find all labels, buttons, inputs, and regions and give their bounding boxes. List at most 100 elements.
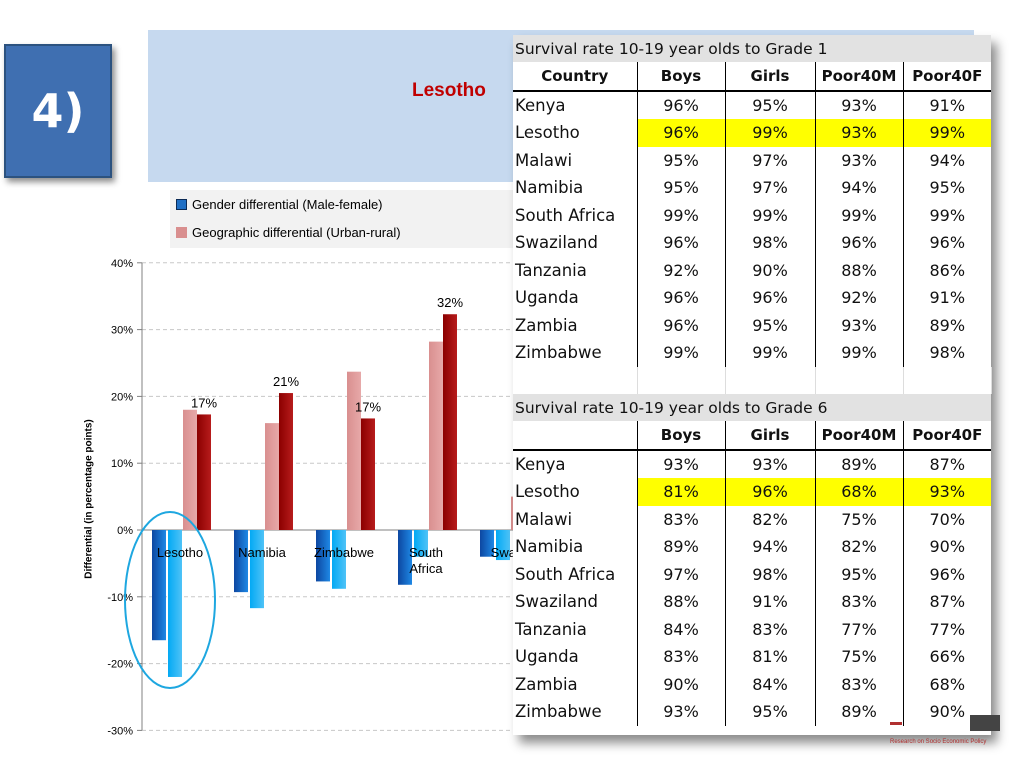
value-cell: 94% — [815, 174, 904, 202]
value-cell: 97% — [725, 146, 816, 174]
value-cell: 92% — [637, 256, 726, 284]
table-caption-row: Survival rate 10-19 year olds to Grade 1 — [513, 35, 992, 62]
bar-swazi-series0 — [480, 530, 494, 557]
value-cell: 88% — [637, 588, 726, 616]
bar-south-africa-series0 — [398, 530, 412, 585]
country-cell: Zimbabwe — [513, 698, 638, 726]
logo-tagline: Research on Socio Economic Policy — [890, 739, 987, 745]
value-cell: 95% — [725, 90, 816, 119]
y-tick-label: -10% — [107, 592, 133, 604]
value-cell: 95% — [637, 146, 726, 174]
value-cell: 87% — [929, 592, 966, 612]
value-cell: 95% — [929, 178, 966, 198]
table-row: Zambia 90% 84% 83% 68% — [513, 670, 991, 698]
value-cell: 91% — [929, 95, 966, 115]
y-tick-label: -30% — [107, 725, 133, 737]
value-cell: 99% — [815, 339, 904, 367]
value-cell: 97% — [725, 174, 816, 202]
table-row: South Africa 99% 99% 99% 99% — [513, 201, 991, 229]
bar-zimbabwe-series1 — [332, 530, 346, 589]
column-header: Poor40M — [815, 421, 904, 451]
column-header: Boys — [637, 421, 726, 451]
value-cell: 94% — [929, 150, 966, 170]
column-header — [513, 421, 638, 451]
value-cell: 93% — [815, 311, 904, 339]
bar-lesotho-series3 — [197, 414, 211, 530]
chart-legend: Gender differential (Male-female) Geogra… — [170, 190, 520, 248]
table-row: Tanzania 92% 90% 88% 86% — [513, 256, 991, 284]
value-cell: 95% — [725, 311, 816, 339]
value-cell: 95% — [725, 698, 816, 726]
y-tick-label: 10% — [111, 458, 133, 470]
bar-south-africa-series3 — [443, 314, 457, 530]
value-cell: 99% — [725, 119, 816, 147]
column-header: Girls — [725, 421, 816, 451]
table-caption-row: Survival rate 10-19 year olds to Grade 6 — [513, 394, 992, 421]
value-cell: 96% — [637, 90, 726, 119]
table-row: Tanzania 84% 83% 77% 77% — [513, 615, 991, 643]
value-cell: 89% — [637, 533, 726, 561]
value-cell: 96% — [725, 478, 816, 506]
table-row: Swaziland 96% 98% 96% 96% — [513, 229, 991, 257]
spacer-cell — [637, 366, 726, 394]
country-cell: Zambia — [513, 670, 638, 698]
table-header-row: Boys Girls Poor40M Poor40F — [513, 421, 992, 451]
y-tick-label: 20% — [111, 391, 133, 403]
table-row: Uganda 83% 81% 75% 66% — [513, 643, 991, 671]
survival-rate-tables: Survival rate 10-19 year olds to Grade 1… — [513, 35, 992, 735]
category-label: Zimbabwe — [314, 545, 374, 560]
data-label: 32% — [437, 295, 463, 310]
value-cell: 96% — [637, 311, 726, 339]
value-cell: 95% — [815, 560, 904, 588]
value-cell: 99% — [637, 339, 726, 367]
value-cell: 94% — [725, 533, 816, 561]
y-axis-label: Differential (in percentage points) — [83, 419, 95, 579]
value-cell: 96% — [637, 229, 726, 257]
bar-lesotho-series2 — [183, 409, 197, 530]
value-cell: 84% — [637, 615, 726, 643]
value-cell: 93% — [903, 478, 992, 506]
table-row: Zimbabwe 99% 99% 99% 98% — [513, 339, 991, 367]
value-cell: 70% — [929, 509, 966, 529]
table-header-row: Country Boys Girls Poor40M Poor40F — [513, 62, 992, 92]
value-cell: 93% — [637, 449, 726, 478]
category-label: Namibia — [238, 545, 286, 560]
value-cell: 99% — [725, 201, 816, 229]
table-row: Lesotho 81% 96% 68% 93% — [513, 478, 992, 506]
country-cell: South Africa — [513, 201, 638, 229]
legend-item-geographic: Geographic differential (Urban-rural) — [176, 225, 401, 240]
column-header: Country — [513, 62, 638, 92]
bar-namibia-series2 — [265, 423, 279, 530]
value-cell: 92% — [815, 284, 904, 312]
value-cell: 68% — [929, 674, 966, 694]
y-tick-label: -20% — [107, 659, 133, 671]
legend-label-gender: Gender differential (Male-female) — [192, 197, 383, 212]
table-row: Zambia 96% 95% 93% 89% — [513, 311, 991, 339]
value-cell: 96% — [637, 284, 726, 312]
category-label: Africa — [409, 561, 443, 576]
table-caption: Survival rate 10-19 year olds to Grade 6 — [513, 394, 992, 421]
value-cell: 90% — [637, 670, 726, 698]
value-cell: 75% — [815, 643, 904, 671]
country-cell: Kenya — [513, 90, 638, 119]
category-label: South — [409, 545, 443, 560]
table-row: Kenya 93% 93% 89% 87% — [513, 449, 991, 478]
country-cell: Kenya — [513, 449, 638, 478]
country-cell: Malawi — [513, 146, 638, 174]
value-cell: 96% — [815, 229, 904, 257]
value-cell: 90% — [725, 256, 816, 284]
value-cell: 93% — [815, 90, 904, 119]
country-cell: Zimbabwe — [513, 339, 638, 367]
reset-logo — [890, 715, 1000, 731]
country-cell: Zambia — [513, 311, 638, 339]
data-label: 21% — [273, 374, 299, 389]
value-cell: 98% — [725, 560, 816, 588]
bar-south-africa-series1 — [414, 530, 428, 557]
bar-lesotho-series0 — [152, 530, 166, 641]
slide-number: 4) — [31, 84, 85, 138]
value-cell: 96% — [929, 564, 966, 584]
table-row: Kenya 96% 95% 93% 91% — [513, 90, 991, 119]
bar-zimbabwe-series3 — [361, 418, 375, 530]
value-cell: 99% — [929, 205, 966, 225]
y-tick-label: 0% — [117, 525, 133, 537]
